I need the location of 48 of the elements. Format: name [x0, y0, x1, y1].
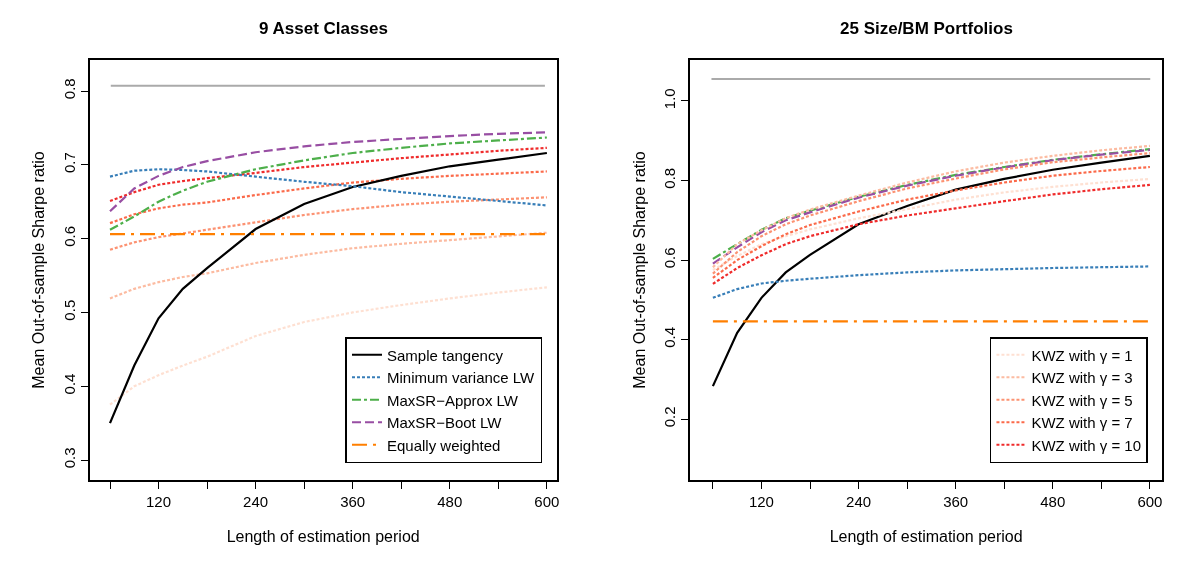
- y-tick-label: 0.8: [61, 78, 79, 100]
- line-series: [711, 177, 1151, 272]
- line-series: [108, 131, 548, 213]
- y-tick-label: 0.7: [61, 152, 79, 173]
- x-tick-label: 360: [943, 492, 969, 510]
- x-axis-title: Length of estimation period: [829, 527, 1023, 545]
- line-series: [108, 170, 548, 225]
- legend-label: Minimum variance LW: [386, 369, 536, 387]
- x-tick-label: 480: [437, 492, 463, 510]
- x-axis-title: Length of estimation period: [226, 527, 420, 545]
- line-series: [108, 231, 548, 300]
- legend-label: MaxSR−Approx LW: [386, 391, 519, 409]
- y-tick-label: 0.6: [61, 225, 79, 247]
- line-series: [711, 183, 1151, 286]
- legend-label: Equally weighted: [386, 436, 501, 454]
- y-tick-label: 0.4: [661, 326, 679, 348]
- y-tick-label: 0.6: [661, 247, 679, 269]
- y-tick-label: 0.2: [661, 406, 679, 428]
- y-tick-label: 0.5: [61, 299, 79, 321]
- legend-label: KWZ with γ = 7: [1031, 414, 1133, 432]
- legend-label: KWZ with γ = 3: [1031, 369, 1133, 387]
- chart-title: 25 Size/BM Portfolios: [840, 19, 1013, 38]
- x-tick-label: 360: [340, 492, 366, 510]
- line-series: [108, 168, 548, 207]
- x-tick-label: 240: [243, 492, 269, 510]
- y-tick-label: 1.0: [661, 88, 679, 110]
- line-series: [711, 154, 1151, 388]
- legend-label: KWZ with γ = 1: [1031, 346, 1133, 364]
- x-tick-label: 240: [846, 492, 872, 510]
- y-tick-label: 0.3: [61, 447, 79, 469]
- legend-label: Sample tangency: [386, 346, 504, 364]
- x-tick-label: 600: [534, 492, 560, 510]
- y-axis-title: Mean Out-of-sample Sharpe ratio: [630, 151, 648, 389]
- x-tick-label: 120: [146, 492, 172, 510]
- x-tick-label: 120: [748, 492, 774, 510]
- legend-label: MaxSR−Boot LW: [386, 414, 503, 432]
- x-tick-label: 600: [1137, 492, 1163, 510]
- chart-title: 9 Asset Classes: [259, 19, 388, 38]
- legend-label: KWZ with γ = 10: [1031, 436, 1142, 454]
- line-series: [108, 146, 548, 203]
- y-tick-label: 0.8: [661, 167, 679, 189]
- line-series: [108, 196, 548, 251]
- line-series: [711, 265, 1151, 299]
- line-series: [108, 136, 548, 231]
- y-axis-title: Mean Out-of-sample Sharpe ratio: [30, 151, 48, 389]
- legend-label: KWZ with γ = 5: [1031, 391, 1133, 409]
- x-tick-label: 480: [1040, 492, 1066, 510]
- y-tick-label: 0.4: [61, 373, 79, 395]
